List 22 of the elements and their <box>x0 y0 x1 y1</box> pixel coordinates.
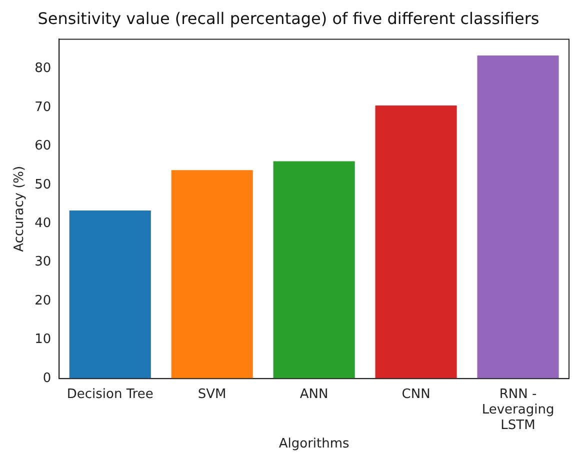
y-tick-label: 20 <box>34 293 52 308</box>
bar <box>477 55 559 379</box>
y-tick-label: 50 <box>34 177 52 192</box>
y-tick-label: 80 <box>34 61 52 76</box>
x-axis-title: Algorithms <box>278 436 350 452</box>
x-tick-label: ANN <box>300 386 328 402</box>
x-tick-label: CNN <box>402 386 430 402</box>
y-tick-label: 60 <box>34 138 52 154</box>
bar <box>273 161 355 379</box>
y-tick-label: 30 <box>34 254 52 270</box>
bar <box>69 210 151 379</box>
bar <box>375 105 457 379</box>
y-tick-label: 10 <box>34 332 52 348</box>
x-tick-label: RNN - Leveraging LSTM <box>482 386 554 433</box>
chart-title: Sensitivity value (recall percentage) of five different classifiers <box>38 8 540 28</box>
y-tick-label: 40 <box>34 216 52 231</box>
y-tick-label: 70 <box>34 100 52 115</box>
bar <box>171 170 253 379</box>
x-tick-label: SVM <box>198 386 226 402</box>
x-tick-label: Decision Tree <box>66 386 154 402</box>
y-tick-label: 0 <box>42 370 52 386</box>
y-axis-title: Accuracy (%) <box>12 166 28 252</box>
